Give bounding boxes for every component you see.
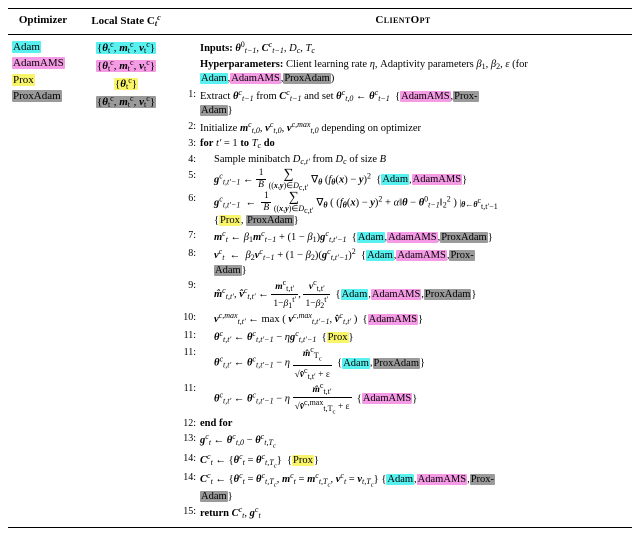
col-state: Local State Ctc: [78, 9, 174, 35]
state-list: {θtc, mtc, vtc} {θtc, mtc, vtc} {θtc} {θ…: [78, 34, 174, 527]
optimizer-list: Adam AdamAMS Prox ProxAdam: [8, 34, 78, 527]
col-proc: ClientOpt: [174, 9, 632, 35]
col-optimizer: Optimizer: [8, 9, 78, 35]
algorithm-body: Inputs: θ0t−1, Cct−1, Dc, Tc Hyperparame…: [174, 34, 632, 527]
algorithm-table: Optimizer Local State Ctc ClientOpt Adam…: [8, 8, 632, 528]
